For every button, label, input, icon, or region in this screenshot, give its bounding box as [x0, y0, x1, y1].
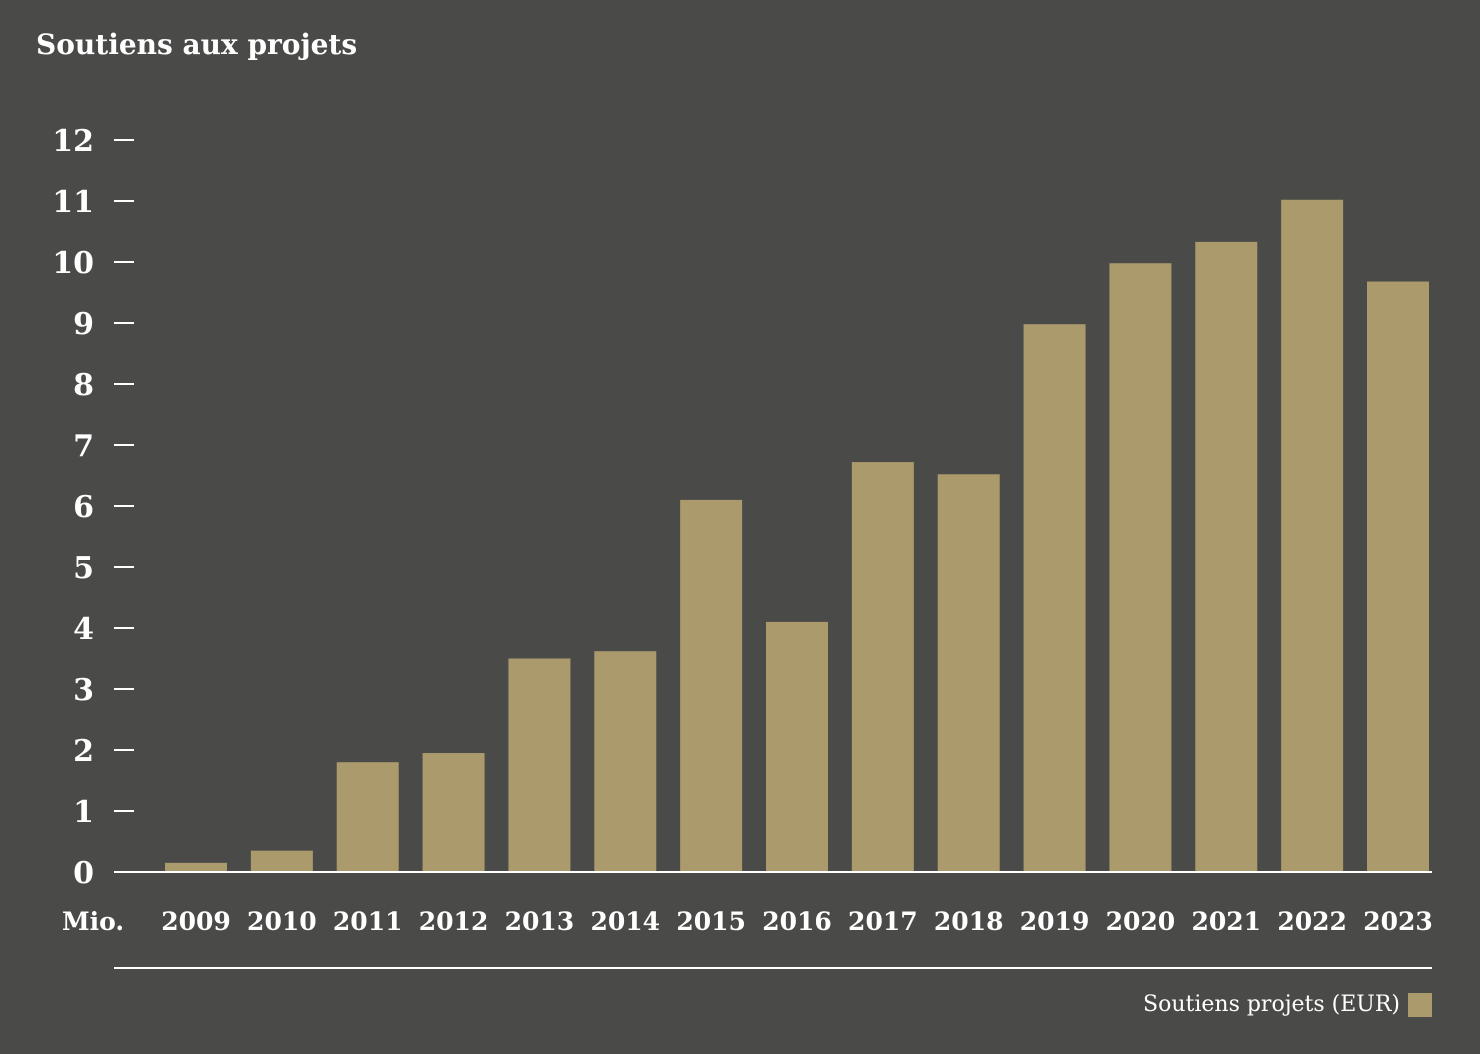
bar-2010	[250, 850, 313, 872]
bar-2011	[336, 762, 399, 872]
bar-2023	[1367, 281, 1429, 872]
y-tick-label: 11	[52, 185, 94, 220]
bar-2012	[422, 753, 485, 872]
x-tick-label: 2015	[676, 907, 746, 936]
x-tick-label: 2012	[419, 907, 489, 936]
y-tick-label: 9	[73, 307, 94, 342]
x-tick-label: 2013	[505, 907, 575, 936]
y-tick-label: 7	[73, 429, 94, 464]
bar-2014	[594, 651, 657, 872]
x-axis: 2009 2010 2011 2012 2013 2014 2015 2016 2017 2018…	[114, 871, 1433, 936]
bar-2016	[766, 621, 828, 872]
x-tick-label: 2017	[848, 907, 918, 936]
x-tick-label: 2014	[590, 907, 660, 936]
bar-2009	[165, 862, 227, 872]
bar-2020	[1109, 263, 1172, 873]
bar-2017	[851, 462, 914, 872]
y-tick-label: 4	[73, 612, 94, 647]
x-tick-label: 2010	[247, 907, 317, 936]
bar-2022	[1281, 199, 1344, 872]
bar-2021	[1195, 241, 1258, 872]
legend-swatch	[1408, 992, 1432, 1017]
bar-2013	[508, 658, 571, 872]
x-tick-label: 2016	[762, 907, 832, 936]
x-tick-label: 2019	[1020, 907, 1090, 936]
legend-label: Soutiens projets (EUR)	[1143, 992, 1400, 1017]
bar-2015	[680, 499, 743, 872]
y-tick-label: 5	[73, 551, 94, 586]
bar-2019	[1023, 324, 1086, 873]
x-tick-label: 2011	[333, 907, 403, 936]
bars	[165, 199, 1429, 873]
y-tick-label: 12	[52, 124, 94, 159]
x-tick-label: 2009	[161, 907, 231, 936]
x-tick-label: 2022	[1277, 907, 1347, 936]
x-tick-label: 2021	[1191, 907, 1261, 936]
y-tick-label: 1	[73, 795, 94, 830]
legend: Soutiens projets (EUR)	[1143, 992, 1432, 1017]
y-tick-label: 6	[73, 490, 94, 525]
y-tick-label: 0	[73, 856, 94, 891]
x-tick-label: 2018	[934, 907, 1004, 936]
y-tick-label: 3	[73, 673, 94, 708]
y-tick-label: 10	[52, 246, 94, 281]
y-tick-label: 2	[73, 734, 94, 769]
bar-2018	[937, 474, 1000, 872]
y-tick-label: 8	[73, 368, 94, 403]
y-unit-label: Mio.	[62, 907, 124, 936]
chart-title: Soutiens aux projets	[36, 28, 358, 61]
x-tick-label: 2020	[1106, 907, 1176, 936]
x-tick-label: 2023	[1363, 907, 1433, 936]
